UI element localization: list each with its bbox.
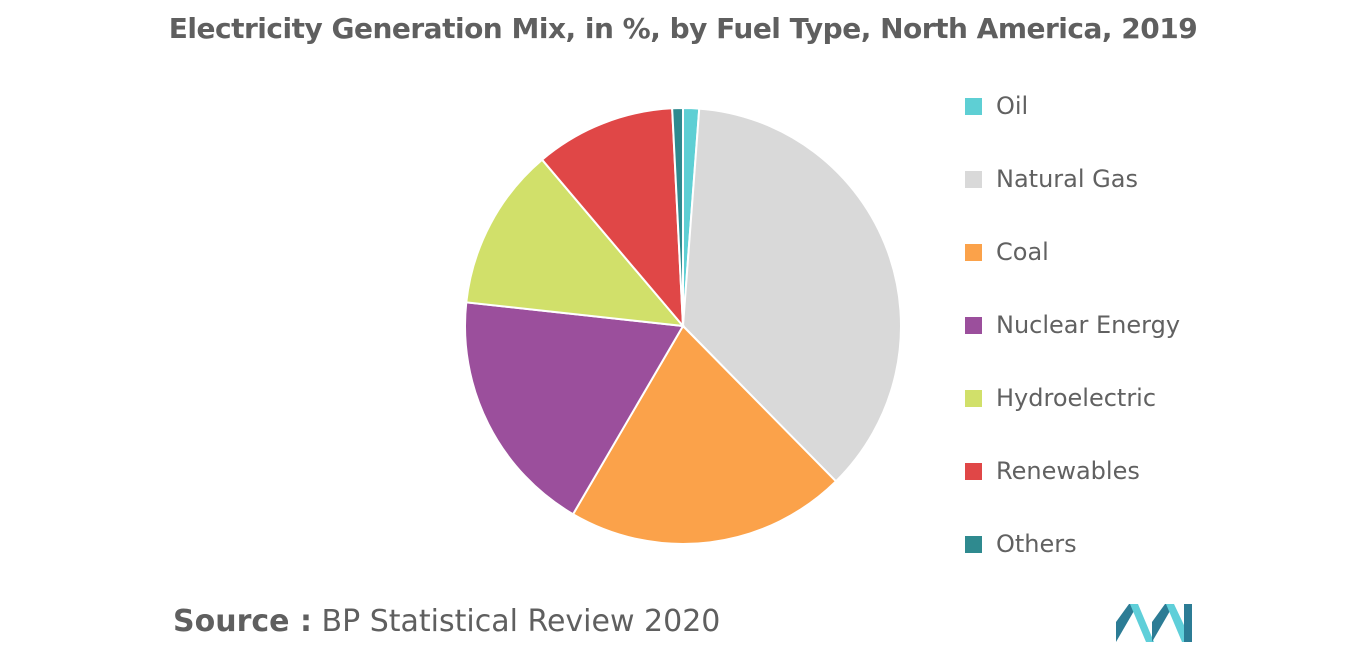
pie-slice-others xyxy=(671,106,684,327)
legend-swatch xyxy=(965,170,982,188)
legend-label: Renewables xyxy=(996,457,1140,485)
legend-item-natural-gas: Natural Gas xyxy=(965,161,1138,197)
logo-left-light xyxy=(1130,604,1154,642)
legend-item-oil: Oil xyxy=(965,88,1028,124)
logo-right-bar xyxy=(1184,604,1192,642)
legend-label: Natural Gas xyxy=(996,165,1138,193)
legend-item-coal: Coal xyxy=(965,234,1049,270)
legend-label: Coal xyxy=(996,238,1049,266)
legend-label: Others xyxy=(996,530,1077,558)
logo-left-dark xyxy=(1116,604,1138,642)
logo-right-dark xyxy=(1152,604,1174,642)
legend-label: Oil xyxy=(996,92,1029,120)
legend-item-others: Others xyxy=(965,526,1077,562)
pie-slice-coal xyxy=(571,324,838,545)
legend-label: Nuclear Energy xyxy=(996,311,1181,339)
legend-item-hydroelectric: Hydroelectric xyxy=(965,380,1156,416)
pie-slice-hydroelectric xyxy=(465,158,686,328)
brand-logo xyxy=(1116,604,1192,642)
legend-swatch xyxy=(965,535,982,553)
source-text: BP Statistical Review 2020 xyxy=(321,604,721,639)
chart-title: Electricity Generation Mix, in %, by Fue… xyxy=(168,12,1198,45)
pie-slice-renewables xyxy=(540,107,685,329)
legend-swatch xyxy=(965,243,982,261)
source-label: Source : xyxy=(173,604,312,639)
pie-slice-nuclear-energy xyxy=(464,301,685,516)
legend-swatch xyxy=(965,462,982,480)
legend-swatch xyxy=(965,389,982,407)
legend-swatch xyxy=(965,97,982,115)
legend-label: Hydroelectric xyxy=(996,384,1157,412)
source-note: Source : BP Statistical Review 2020 xyxy=(173,604,720,639)
legend-item-nuclear-energy: Nuclear Energy xyxy=(965,307,1180,343)
pie-slice-natural-gas xyxy=(681,107,902,483)
legend-swatch xyxy=(965,316,982,334)
legend-item-renewables: Renewables xyxy=(965,453,1140,489)
